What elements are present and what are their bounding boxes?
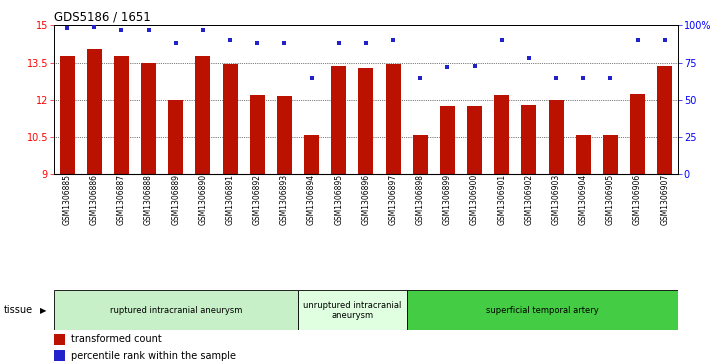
Bar [141, 62, 156, 174]
Text: GSM1306907: GSM1306907 [660, 174, 669, 225]
Point [251, 40, 263, 46]
Point [605, 74, 616, 80]
Point [659, 37, 670, 43]
Bar [60, 56, 74, 174]
Point [388, 37, 399, 43]
Bar [54, 350, 65, 362]
Text: superficial temporal artery: superficial temporal artery [486, 306, 599, 315]
Point [469, 63, 481, 69]
Text: tissue: tissue [4, 305, 33, 315]
Bar [169, 100, 183, 174]
Text: GSM1306894: GSM1306894 [307, 174, 316, 225]
Bar [548, 100, 563, 174]
Point [496, 37, 508, 43]
Text: GSM1306890: GSM1306890 [198, 174, 208, 225]
Text: ▶: ▶ [40, 306, 46, 315]
Bar [467, 106, 482, 174]
Text: GSM1306888: GSM1306888 [144, 174, 153, 225]
Text: GSM1306899: GSM1306899 [443, 174, 452, 225]
Point [143, 27, 154, 33]
Bar [87, 49, 102, 174]
Text: GSM1306889: GSM1306889 [171, 174, 180, 225]
Text: GDS5186 / 1651: GDS5186 / 1651 [54, 11, 151, 24]
Bar [331, 66, 346, 174]
Text: GSM1306904: GSM1306904 [579, 174, 588, 225]
Text: GSM1306906: GSM1306906 [633, 174, 642, 225]
Point [306, 74, 317, 80]
Bar [440, 106, 455, 174]
Text: GSM1306903: GSM1306903 [552, 174, 560, 225]
Text: GSM1306902: GSM1306902 [524, 174, 533, 225]
Point [333, 40, 344, 46]
Text: GSM1306897: GSM1306897 [388, 174, 398, 225]
Point [523, 55, 535, 61]
Point [442, 64, 453, 70]
Point [170, 40, 181, 46]
Point [61, 25, 73, 31]
Text: ruptured intracranial aneurysm: ruptured intracranial aneurysm [109, 306, 242, 315]
Bar [521, 105, 536, 174]
Text: unruptured intracranial
aneurysm: unruptured intracranial aneurysm [303, 301, 401, 320]
Bar [413, 135, 428, 174]
Text: GSM1306891: GSM1306891 [226, 174, 235, 225]
Text: GSM1306895: GSM1306895 [334, 174, 343, 225]
Bar [114, 56, 129, 174]
Point [197, 27, 208, 33]
Bar [386, 64, 401, 174]
Point [224, 37, 236, 43]
Text: GSM1306901: GSM1306901 [497, 174, 506, 225]
Point [278, 40, 290, 46]
Bar [223, 64, 238, 174]
Text: GSM1306887: GSM1306887 [117, 174, 126, 225]
FancyBboxPatch shape [54, 290, 298, 330]
Bar [304, 135, 319, 174]
Bar [54, 334, 65, 345]
Text: percentile rank within the sample: percentile rank within the sample [71, 351, 236, 361]
Text: GSM1306886: GSM1306886 [90, 174, 99, 225]
Bar [494, 95, 509, 174]
FancyBboxPatch shape [298, 290, 407, 330]
Bar [603, 135, 618, 174]
Text: GSM1306905: GSM1306905 [606, 174, 615, 225]
Bar [658, 66, 672, 174]
Text: GSM1306893: GSM1306893 [280, 174, 289, 225]
Point [550, 74, 562, 80]
Text: GSM1306892: GSM1306892 [253, 174, 262, 225]
Point [578, 74, 589, 80]
Text: transformed count: transformed count [71, 334, 162, 344]
Point [361, 40, 372, 46]
Text: GSM1306898: GSM1306898 [416, 174, 425, 225]
Point [116, 27, 127, 33]
Point [632, 37, 643, 43]
Bar [250, 95, 265, 174]
Bar [630, 94, 645, 174]
Text: GSM1306896: GSM1306896 [361, 174, 371, 225]
Bar [358, 68, 373, 174]
Bar [575, 135, 590, 174]
FancyBboxPatch shape [407, 290, 678, 330]
Bar [196, 56, 211, 174]
Text: GSM1306900: GSM1306900 [470, 174, 479, 225]
Bar [277, 96, 292, 174]
Text: GSM1306885: GSM1306885 [63, 174, 71, 225]
Point [415, 74, 426, 80]
Point [89, 24, 100, 30]
